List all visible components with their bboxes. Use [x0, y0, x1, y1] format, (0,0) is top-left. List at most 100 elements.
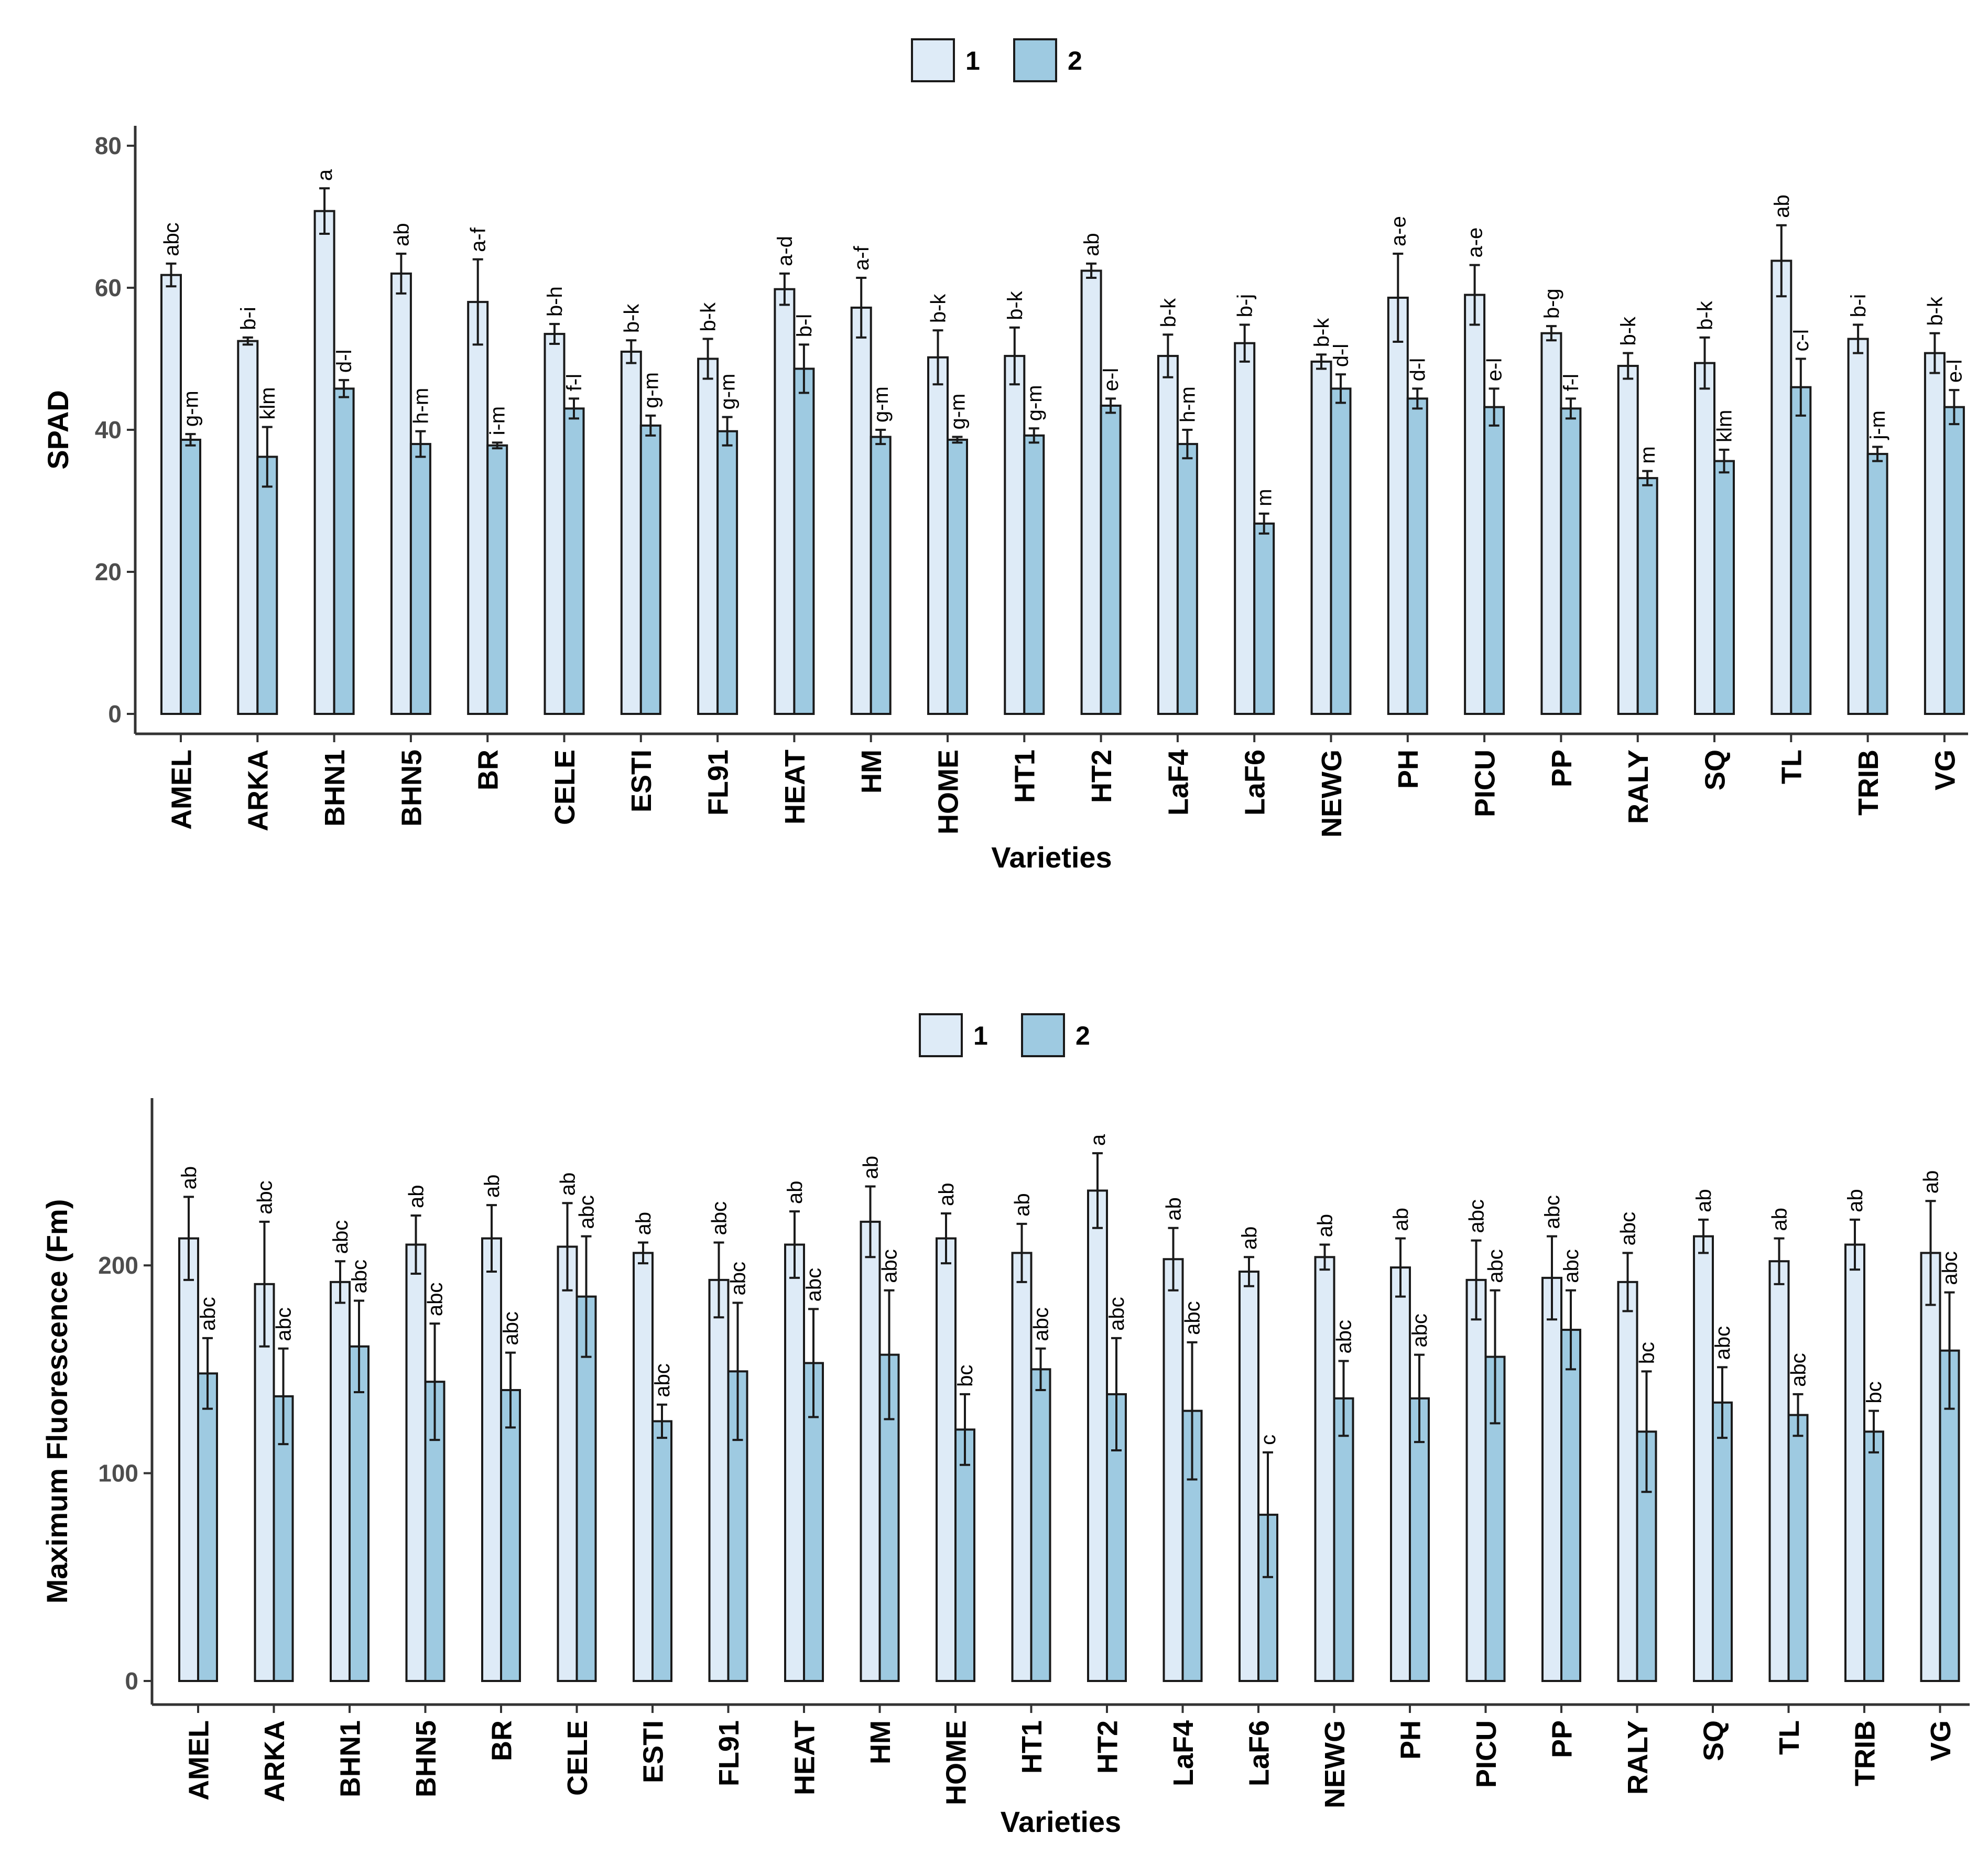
category-label: HOME	[932, 750, 964, 834]
significance-letter-series-1: b-j	[1234, 294, 1257, 317]
category-label: BHN1	[319, 750, 351, 827]
significance-letter-series-2: c	[1257, 1435, 1280, 1445]
error-bar-series-2	[1793, 1393, 1804, 1437]
error-bar-series-2	[1111, 1337, 1122, 1451]
legend-label-2: 2	[1068, 46, 1082, 75]
bar-series-2	[651, 1420, 672, 1683]
bar-series-2	[409, 443, 431, 715]
significance-letter-series-1: abc	[160, 222, 183, 256]
error-bar-series-2	[1795, 357, 1806, 417]
bar-series-1	[1617, 365, 1639, 715]
significance-letter-series-2: klm	[1713, 410, 1736, 442]
error-bar-series-1	[1469, 264, 1480, 326]
bar-series-1	[178, 1237, 199, 1683]
bar-series-1	[1387, 296, 1409, 715]
category-label: PICU	[1471, 1720, 1502, 1788]
significance-letter-series-1: ab	[1768, 1208, 1791, 1231]
category-label: CELE	[549, 750, 581, 825]
bar-series-1	[390, 272, 412, 715]
category-label: BHN5	[396, 750, 427, 827]
error-bar-series-2	[202, 1337, 213, 1410]
category-label: LaF4	[1163, 750, 1194, 816]
error-bar-series-2	[875, 429, 886, 446]
error-bar-series-2	[1642, 470, 1653, 486]
bar-series-2	[716, 430, 738, 715]
significance-letter-series-2: i-m	[486, 406, 509, 436]
error-bar-series-2	[1258, 512, 1269, 535]
error-bar-series-1	[1699, 336, 1710, 390]
significance-letter-series-1: b-g	[1540, 288, 1563, 319]
bar-series-2	[486, 444, 508, 715]
bar-series-2	[870, 436, 892, 715]
error-bar-series-2	[581, 1235, 592, 1358]
error-bar-series-1	[1622, 1252, 1633, 1312]
significance-letter-series-1: ab	[1314, 1214, 1337, 1238]
error-bar-series-1	[1009, 326, 1020, 386]
y-axis-title: SPAD	[41, 390, 74, 469]
category-label: BHN1	[334, 1720, 366, 1797]
significance-letter-series-1: ab	[481, 1175, 504, 1198]
significance-letter-series-1: b-k	[927, 294, 950, 323]
significance-letter-series-2: abc	[1181, 1301, 1204, 1335]
error-bar-series-1	[1393, 252, 1404, 343]
bar-series-1	[1770, 259, 1793, 715]
significance-letter-series-2: abc	[1333, 1320, 1356, 1354]
legend-key-1	[919, 1013, 963, 1057]
category-label: BR	[486, 1720, 517, 1761]
error-bar-series-2	[278, 1347, 289, 1446]
error-bar-series-1	[1925, 1200, 1936, 1306]
y-tick-label: 80	[95, 132, 122, 159]
category-label: RALY	[1622, 1720, 1654, 1795]
bar-series-1	[1314, 1256, 1335, 1682]
legend-key-1	[911, 38, 955, 82]
error-bar-series-2	[505, 1351, 516, 1429]
bar-series-1	[1465, 1278, 1487, 1682]
y-tick-label: 20	[95, 558, 122, 585]
error-bar-series-2	[1035, 1347, 1046, 1391]
error-bar-series-1	[166, 262, 177, 288]
significance-letter-series-2: e-l	[1483, 358, 1506, 381]
significance-letter-series-2: abc	[727, 1262, 750, 1296]
category-label: HT1	[1016, 1720, 1048, 1774]
bar-series-2	[1030, 1368, 1051, 1683]
bar-series-1	[1011, 1252, 1033, 1683]
significance-letter-series-1: ab	[784, 1181, 807, 1205]
bar-series-2	[1866, 453, 1888, 715]
significance-letter-series-2: f-l	[1560, 374, 1583, 391]
error-bar-series-1	[1776, 224, 1787, 298]
significance-letter-series-2: abc	[1408, 1314, 1431, 1348]
error-bar-series-1	[638, 1241, 648, 1265]
error-bar-series-1	[865, 1185, 876, 1259]
category-label: BR	[473, 750, 504, 790]
error-bar-series-2	[645, 414, 656, 437]
significance-letter-series-1: b-k	[1617, 316, 1640, 346]
y-tick-label: 40	[95, 416, 122, 443]
bar-series-2	[1560, 1329, 1581, 1682]
category-label: AMEL	[166, 750, 197, 830]
significance-letter-series-2: g-m	[1023, 385, 1046, 421]
error-bar-series-2	[569, 397, 579, 420]
error-bar-series-1	[1929, 332, 1940, 374]
significance-letter-series-1: ab	[632, 1212, 655, 1235]
bar-series-1	[708, 1278, 730, 1682]
bar-series-1	[1234, 342, 1256, 715]
bar-series-2	[1943, 406, 1965, 715]
significance-letter-series-1: abc	[1541, 1195, 1564, 1229]
bar-series-1	[1920, 1252, 1941, 1683]
significance-letter-series-2: abc	[499, 1311, 523, 1346]
category-label: HT2	[1086, 750, 1117, 803]
significance-letter-series-1: ab	[1080, 233, 1103, 256]
category-label: VG	[1925, 1720, 1957, 1761]
bar-series-2	[1406, 397, 1428, 715]
error-bar-series-2	[1719, 448, 1730, 474]
category-label: PP	[1546, 1720, 1578, 1758]
category-label: BHN5	[410, 1720, 442, 1797]
legend-key-2	[1013, 38, 1057, 82]
significance-letter-series-1: ab	[557, 1173, 580, 1196]
significance-letter-series-2: e-l	[1943, 360, 1966, 383]
bar-series-1	[1004, 355, 1026, 715]
error-bar-series-1	[1546, 325, 1557, 342]
y-axis-title: Maximum Fluorescence (Fm)	[40, 1199, 73, 1604]
category-label: VG	[1929, 750, 1961, 790]
